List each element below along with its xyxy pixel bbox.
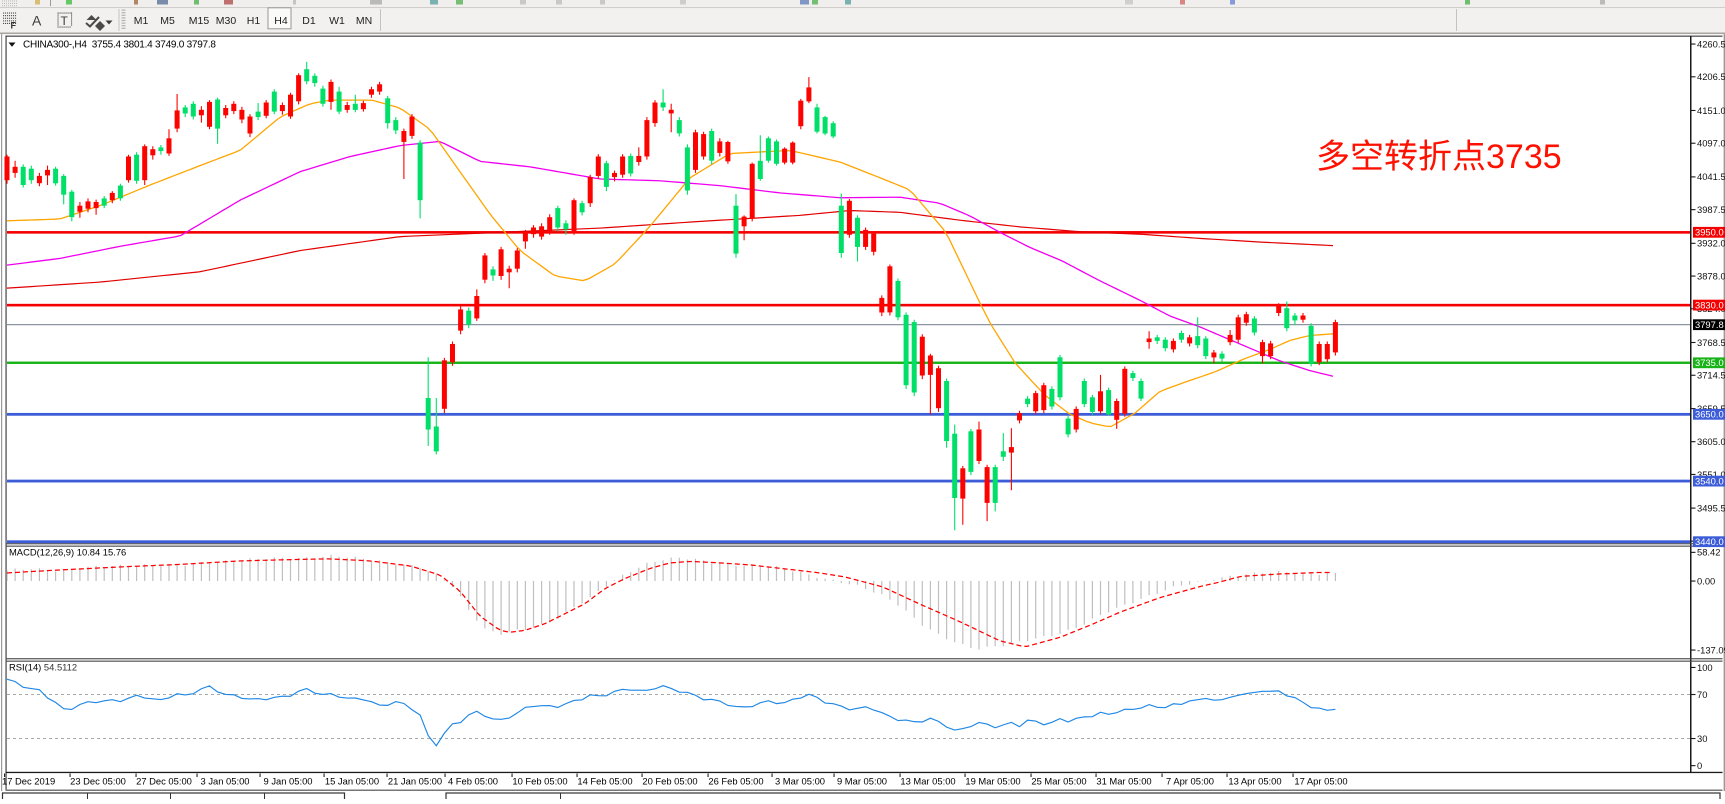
svg-text:M5: M5 [160,15,175,27]
svg-text:3 Mar 05:00: 3 Mar 05:00 [775,776,825,787]
svg-text:3659.5: 3659.5 [1697,403,1725,414]
svg-text:-137.09: -137.09 [1697,644,1725,655]
svg-text:3551.0: 3551.0 [1697,469,1725,480]
svg-text:19 Mar 05:00: 19 Mar 05:00 [965,776,1020,787]
svg-text:MACD(12,26,9) 10.84 15.76: MACD(12,26,9) 10.84 15.76 [9,547,126,558]
svg-text:9 Mar 05:00: 9 Mar 05:00 [837,776,887,787]
svg-text:17 Dec 2019: 17 Dec 2019 [2,776,55,787]
svg-text:26 Feb 05:00: 26 Feb 05:00 [708,776,763,787]
svg-text:4 Feb 05:00: 4 Feb 05:00 [448,776,498,787]
svg-text:20 Feb 05:00: 20 Feb 05:00 [642,776,697,787]
svg-text:3650.0: 3650.0 [1695,409,1724,420]
svg-text:31 Mar 05:00: 31 Mar 05:00 [1096,776,1151,787]
svg-text:4206.5: 4206.5 [1697,71,1725,82]
svg-text:15 Jan 05:00: 15 Jan 05:00 [325,776,379,787]
svg-text:4041.5: 4041.5 [1697,171,1725,182]
svg-text:4151.0: 4151.0 [1697,105,1725,116]
svg-text:4097.0: 4097.0 [1697,138,1725,149]
svg-text:3878.0: 3878.0 [1697,270,1725,281]
svg-text:23 Dec 05:00: 23 Dec 05:00 [70,776,126,787]
svg-text:CHINA300-,H4 3755.4 3801.4 37: CHINA300-,H4 3755.4 3801.4 3749.0 3797.8 [23,40,216,51]
svg-text:3950.0: 3950.0 [1695,227,1724,238]
svg-text:3495.5: 3495.5 [1697,502,1725,513]
svg-text:17 Apr 05:00: 17 Apr 05:00 [1294,776,1347,787]
svg-text:30: 30 [1697,733,1707,744]
svg-text:3830.0: 3830.0 [1695,300,1724,311]
svg-text:13 Mar 05:00: 13 Mar 05:00 [900,776,955,787]
svg-text:0.00: 0.00 [1697,575,1715,586]
svg-text:M15: M15 [189,15,210,27]
svg-text:70: 70 [1697,689,1707,700]
svg-text:H1: H1 [247,15,261,27]
svg-text:27 Dec 05:00: 27 Dec 05:00 [136,776,192,787]
svg-text:3440.0: 3440.0 [1695,536,1724,547]
svg-text:RSI(14) 54.5112: RSI(14) 54.5112 [9,662,77,673]
svg-text:W1: W1 [329,15,345,27]
svg-text:3540.0: 3540.0 [1695,476,1724,487]
svg-text:3768.5: 3768.5 [1697,337,1725,348]
svg-text:F: F [11,21,17,31]
svg-text:A: A [32,13,42,29]
svg-text:MN: MN [356,15,372,27]
svg-text:3797.8: 3797.8 [1695,319,1724,330]
svg-text:M30: M30 [216,15,237,27]
svg-text:3 Jan 05:00: 3 Jan 05:00 [201,776,250,787]
svg-text:13 Apr 05:00: 13 Apr 05:00 [1228,776,1281,787]
svg-text:0: 0 [1697,760,1702,771]
svg-text:3714.5: 3714.5 [1697,370,1725,381]
svg-text:M1: M1 [134,15,149,27]
svg-text:3987.5: 3987.5 [1697,204,1725,215]
svg-text:7 Apr 05:00: 7 Apr 05:00 [1166,776,1214,787]
svg-text:3735.0: 3735.0 [1695,357,1724,368]
svg-text:14 Feb 05:00: 14 Feb 05:00 [577,776,632,787]
svg-text:10 Feb 05:00: 10 Feb 05:00 [512,776,567,787]
svg-text:3735: 3735 [1486,138,1562,176]
svg-text:H4: H4 [274,15,288,27]
svg-text:4260.5: 4260.5 [1697,38,1725,49]
svg-text:100: 100 [1697,662,1713,673]
svg-text:21 Jan 05:00: 21 Jan 05:00 [388,776,442,787]
svg-text:3605.0: 3605.0 [1697,436,1725,447]
svg-text:D1: D1 [302,15,316,27]
svg-text:25 Mar 05:00: 25 Mar 05:00 [1031,776,1086,787]
svg-text:3932.0: 3932.0 [1697,238,1725,249]
svg-text:58.42: 58.42 [1697,547,1720,558]
svg-text:T: T [61,14,69,28]
svg-text:9 Jan 05:00: 9 Jan 05:00 [264,776,313,787]
